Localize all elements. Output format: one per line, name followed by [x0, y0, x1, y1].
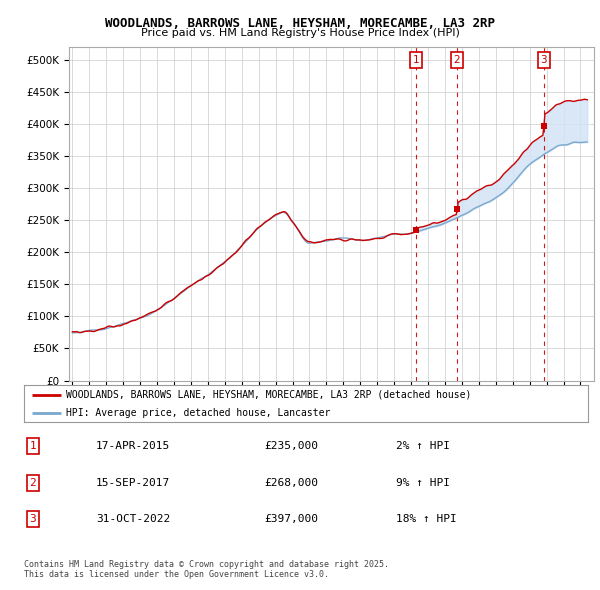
- Text: 17-APR-2015: 17-APR-2015: [96, 441, 170, 451]
- Text: £397,000: £397,000: [264, 514, 318, 524]
- Text: 2% ↑ HPI: 2% ↑ HPI: [396, 441, 450, 451]
- Text: 2: 2: [454, 55, 460, 65]
- Text: 31-OCT-2022: 31-OCT-2022: [96, 514, 170, 524]
- Text: £268,000: £268,000: [264, 478, 318, 487]
- Text: 1: 1: [29, 441, 37, 451]
- Text: 3: 3: [541, 55, 547, 65]
- Text: Price paid vs. HM Land Registry's House Price Index (HPI): Price paid vs. HM Land Registry's House …: [140, 28, 460, 38]
- Text: £235,000: £235,000: [264, 441, 318, 451]
- Text: 9% ↑ HPI: 9% ↑ HPI: [396, 478, 450, 487]
- Text: 15-SEP-2017: 15-SEP-2017: [96, 478, 170, 487]
- Text: 18% ↑ HPI: 18% ↑ HPI: [396, 514, 457, 524]
- Text: HPI: Average price, detached house, Lancaster: HPI: Average price, detached house, Lanc…: [66, 408, 331, 418]
- Text: Contains HM Land Registry data © Crown copyright and database right 2025.
This d: Contains HM Land Registry data © Crown c…: [24, 560, 389, 579]
- Text: 3: 3: [29, 514, 37, 524]
- Text: 2: 2: [29, 478, 37, 487]
- Text: WOODLANDS, BARROWS LANE, HEYSHAM, MORECAMBE, LA3 2RP (detached house): WOODLANDS, BARROWS LANE, HEYSHAM, MORECA…: [66, 390, 472, 399]
- Text: WOODLANDS, BARROWS LANE, HEYSHAM, MORECAMBE, LA3 2RP: WOODLANDS, BARROWS LANE, HEYSHAM, MORECA…: [105, 17, 495, 30]
- Text: 1: 1: [413, 55, 419, 65]
